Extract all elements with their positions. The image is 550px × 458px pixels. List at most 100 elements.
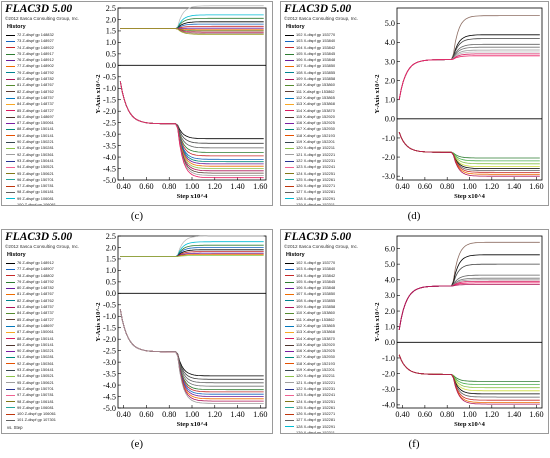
- legend-swatch: [285, 78, 294, 80]
- y-tick-label: 2.0: [385, 307, 395, 316]
- legend-swatch: [6, 141, 15, 143]
- x-tick-label: 1.20: [208, 410, 222, 419]
- legend-item: 121 X-dispf gp 152221: [285, 152, 351, 158]
- lower-series-line: [398, 132, 540, 177]
- legend-label: 107 X-dispf gp 153850: [296, 63, 336, 69]
- legend-swatch: [285, 407, 294, 409]
- y-tick-label: 1.0: [106, 38, 116, 47]
- legend-item: 93 Z-dispf gp 150441: [6, 158, 72, 164]
- legend-swatch: [6, 192, 15, 194]
- legend-swatch: [6, 204, 15, 205]
- legend-label: 97 Z-dispf gp 150781: [17, 183, 54, 189]
- legend-item: 96 Z-dispf gp 150701: [6, 177, 72, 183]
- legend-swatch: [6, 275, 15, 277]
- legend-label: 102 X-dispf gp 153770: [296, 260, 336, 265]
- legend-label: 111 X-dispf gp 153862: [296, 316, 335, 322]
- legend-swatch: [6, 331, 15, 333]
- legend-label: 114 X-dispf gp 153870: [296, 107, 335, 113]
- legend-swatch: [285, 420, 294, 422]
- legend-item: 110 X-dispf gp 153860: [285, 82, 351, 88]
- legend-title: History: [286, 24, 305, 30]
- legend-swatch: [285, 173, 294, 175]
- x-tick-label: 0.60: [139, 182, 153, 191]
- y-tick-label: -5.0: [103, 176, 116, 185]
- legend-label: 127 X-dispf gp 152281: [296, 189, 336, 195]
- legend-label: 85 Z-dispf gp 148727: [17, 316, 54, 322]
- legend-swatch: [285, 179, 294, 181]
- legend-swatch: [285, 129, 294, 131]
- legend-label: 89 Z-dispf gp 150141: [17, 132, 54, 138]
- legend-item: 125 X-dispf gp 152261: [285, 177, 351, 183]
- legend-swatch: [6, 185, 15, 187]
- legend-swatch: [6, 72, 15, 74]
- legend-swatch: [6, 173, 15, 175]
- legend-swatch: [285, 294, 294, 296]
- legend-item: 80 Z-dispf gp 148782: [6, 285, 72, 291]
- legend-label: 79 Z-dispf gp 148792: [17, 69, 54, 75]
- legend-item: 100 Z-dispf gp 106061: [6, 202, 72, 206]
- x-tick-label: 1.00: [462, 410, 476, 419]
- legend-label: 119 X-dispf gp 152201: [296, 367, 335, 373]
- legend-item: 122 X-dispf gp 152231: [285, 158, 351, 164]
- legend-title: History: [286, 252, 305, 258]
- legend-label: 76 Z-dispf gp 148912: [17, 57, 54, 63]
- plot-frame: [117, 235, 267, 409]
- legend-label: 96 Z-dispf gp 150701: [17, 385, 54, 391]
- legend-label: 125 X-dispf gp 152261: [296, 404, 336, 410]
- legend-label: 129 X-dispf gp 152311: [296, 430, 335, 434]
- legend-swatch: [285, 47, 294, 49]
- legend-label: 122 X-dispf gp 152231: [296, 157, 336, 163]
- x-tick-label: 0.80: [440, 410, 454, 419]
- legend-label: 101 Z-dispf gp 107301: [17, 417, 56, 423]
- x-tick-label: 0.80: [162, 410, 176, 419]
- legend-item: 96 Z-dispf gp 150701: [6, 386, 72, 392]
- y-axis-label: Y-Axis x10^-2: [374, 302, 381, 341]
- legend-label: 99 Z-dispf gp 106081: [17, 404, 54, 410]
- plot-area: 5.0 4.0 3.0 2.0 1.0 0.0 -1.0 -2.0 -3.00.40 0.60 0.…: [374, 7, 544, 200]
- y-tick-label: 0.0: [106, 289, 116, 298]
- legend-label: 100 Z-dispf gp 106061: [17, 202, 56, 206]
- legend-item: 109 X-dispf gp 153858: [285, 76, 351, 82]
- legend-item: 102 X-dispf gp 153770: [285, 260, 351, 266]
- legend-item: 88 Z-dispf gp 150141: [6, 126, 72, 132]
- x-tick-label: 1.40: [507, 410, 521, 419]
- legend-item: 120 X-dispf gp 152211: [285, 145, 351, 151]
- legend-label: 73 Z-dispf gp 148927: [17, 38, 54, 44]
- legend-label: 96 Z-dispf gp 150701: [17, 176, 54, 182]
- legend-item: 89 Z-dispf gp 150141: [6, 342, 72, 348]
- legend-swatch: [6, 154, 15, 156]
- legend-swatch: [6, 47, 15, 49]
- legend-label: 82 Z-dispf gp 148762: [17, 297, 54, 303]
- y-tick-label: -5.0: [103, 404, 116, 413]
- y-tick-label: 4.0: [385, 276, 395, 285]
- legend-item: 98 Z-dispf gp 106181: [6, 189, 72, 195]
- legend-label: 112 X-dispf gp 153865: [296, 322, 335, 328]
- legend-label: 108 X-dispf gp 153855: [296, 69, 336, 75]
- legend-label: 89 Z-dispf gp 150141: [17, 341, 54, 347]
- legend-swatch: [6, 382, 15, 384]
- legend-label: 106 X-dispf gp 153848: [296, 57, 336, 63]
- x-tick-label: 1.40: [230, 182, 244, 191]
- legend-label: 76 Z-dispf gp 148912: [17, 260, 54, 265]
- legend-label: 116 X-dispf gp 152925: [296, 120, 335, 126]
- x-axis-label: Step x10^4: [454, 193, 485, 200]
- legend-label: 72 Z-dispf gp 148832: [17, 32, 54, 37]
- legend-item: 120 X-dispf gp 152211: [285, 373, 351, 379]
- y-tick-label: -3.5: [103, 141, 116, 150]
- legend-swatch: [6, 85, 15, 87]
- legend-label: 120 X-dispf gp 152211: [296, 145, 335, 151]
- legend-label: 121 X-dispf gp 152221: [296, 379, 336, 385]
- x-tick-label: 1.20: [208, 182, 222, 191]
- y-tick-label: -4.5: [103, 392, 116, 401]
- legend-swatch: [285, 394, 294, 396]
- software-title: FLAC3D 5.00: [5, 3, 73, 15]
- legend-swatch: [285, 53, 294, 55]
- legend-label: 115 X-dispf gp 152920: [296, 341, 335, 347]
- legend-label: 100 Z-dispf gp 106061: [17, 411, 56, 417]
- legend-swatch: [6, 313, 15, 315]
- panel-header: FLAC3D 5.00 ©2012 Itasca Consulting Grou…: [284, 231, 358, 249]
- legend-label: 113 X-dispf gp 153868: [296, 329, 335, 335]
- legend-item: 115 X-dispf gp 152920: [285, 114, 351, 120]
- y-tick-label: -2.0: [103, 335, 116, 344]
- x-tick-label: 1.00: [462, 182, 476, 191]
